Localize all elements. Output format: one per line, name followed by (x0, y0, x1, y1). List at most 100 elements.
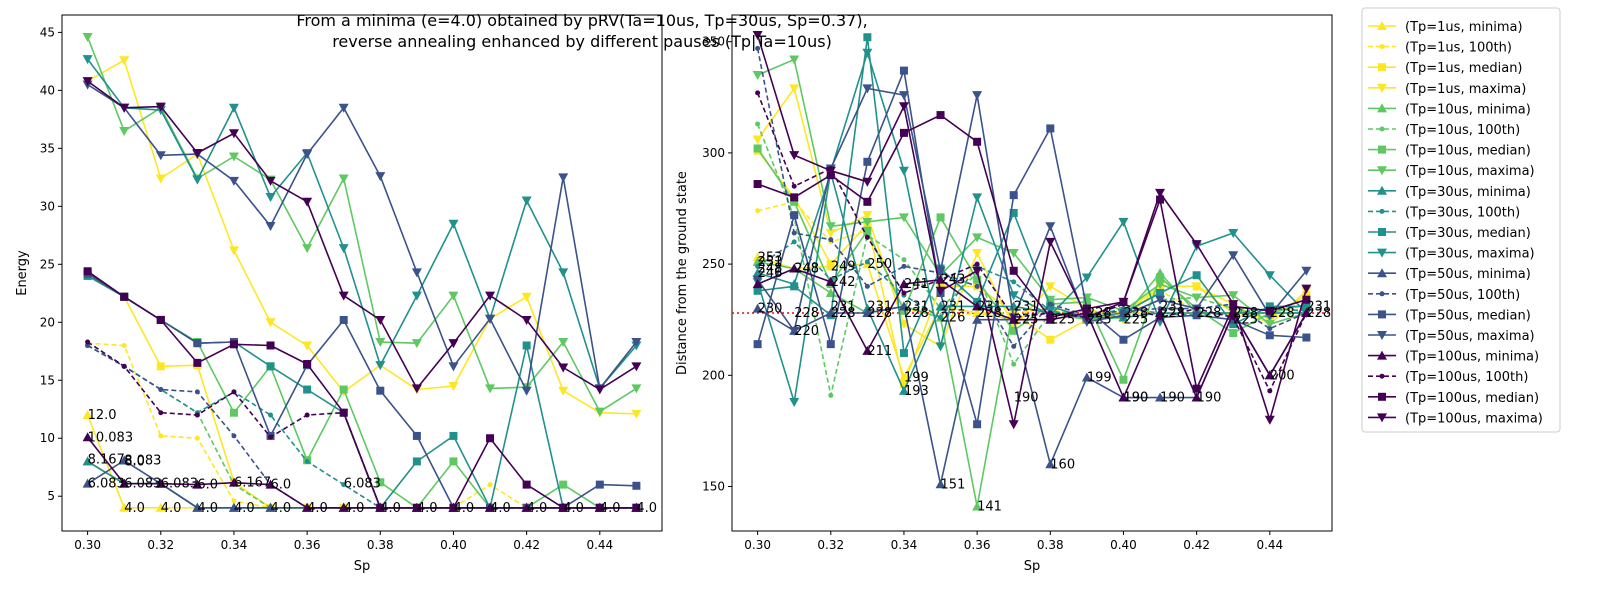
energy-x-tick-label: 0.42 (513, 538, 540, 552)
distance-series-line (756, 87, 1308, 332)
distance-annotation: 190 (1014, 391, 1039, 406)
energy-data-point (376, 503, 385, 512)
energy-data-point (411, 339, 422, 349)
legend-marker (1379, 208, 1385, 214)
energy-y-tick-label: 35 (40, 141, 55, 155)
legend-label: (Tp=50us, 100th) (1405, 288, 1520, 303)
distance-data-point (863, 197, 872, 206)
distance-data-point (1118, 392, 1129, 402)
energy-data-point (631, 362, 642, 372)
distance-annotation: 200 (1270, 368, 1295, 383)
energy-data-point (521, 196, 532, 206)
distance-data-point (935, 342, 946, 352)
energy-data-point (376, 386, 385, 395)
distance-data-point (864, 259, 870, 265)
energy-data-point (558, 173, 569, 183)
distance-data-point (901, 290, 907, 296)
distance-data-point (1264, 271, 1275, 281)
distance-data-point (1081, 372, 1092, 382)
energy-data-point (375, 172, 386, 182)
energy-data-point (268, 434, 274, 440)
energy-data-point (193, 358, 202, 367)
distance-data-point (899, 128, 908, 137)
energy-data-point (632, 503, 641, 512)
energy-data-point (338, 291, 349, 301)
distance-annotation: 225 (1233, 313, 1258, 328)
distance-data-point (1045, 459, 1056, 469)
distance-data-point (790, 211, 799, 220)
legend-label: (Tp=100us, median) (1405, 391, 1539, 406)
distance-data-point (973, 137, 982, 146)
energy-data-point (265, 318, 276, 328)
legend-entry: (Tp=100us, maxima) (1368, 411, 1543, 426)
distance-data-point (1009, 208, 1018, 217)
distance-data-point (862, 84, 873, 94)
distance-y-tick-label: 350 (702, 35, 725, 49)
distance-annotation: 246 (758, 266, 783, 281)
energy-data-point (594, 407, 605, 417)
distance-data-point (1228, 291, 1239, 301)
distance-series-line (757, 201, 1307, 319)
distance-annotation: 231 (1160, 299, 1185, 314)
distance-data-point (752, 31, 763, 41)
energy-data-point (192, 502, 203, 512)
distance-annotation: 231 (941, 299, 966, 314)
distance-data-point (1011, 279, 1017, 285)
energy-data-point (521, 315, 532, 325)
distance-data-point (1157, 314, 1163, 320)
energy-data-point (83, 267, 92, 276)
distance-annotation: 231 (831, 299, 856, 314)
distance-annotation: 160 (1050, 457, 1075, 472)
energy-series-line (87, 275, 637, 509)
energy-x-tick-label: 0.36 (294, 538, 321, 552)
distance-data-point (1045, 237, 1056, 247)
energy-data-point (82, 456, 93, 466)
distance-annotation: 243 (941, 273, 966, 288)
energy-data-point (302, 197, 313, 207)
distance-annotation: 199 (1087, 371, 1112, 386)
energy-series-tp-30us-maxima (82, 55, 642, 394)
energy-data-point (558, 386, 569, 396)
distance-data-point (1264, 320, 1275, 330)
distance-annotation: 228 (867, 306, 892, 321)
distance-annotation: 228 (977, 306, 1002, 321)
distance-data-point (752, 71, 763, 81)
energy-annotation: 10.083 (88, 430, 134, 445)
distance-annotation: 228 (794, 306, 819, 321)
energy-x-tick-label: 0.38 (367, 538, 394, 552)
energy-series-line (86, 436, 637, 509)
energy-annotation: 4.0 (197, 501, 218, 516)
distance-data-point (1301, 266, 1312, 276)
energy-data-point (194, 389, 200, 395)
energy-annotation: 4.0 (234, 501, 255, 516)
distance-data-point (862, 308, 873, 318)
distance-annotation: 231 (1014, 299, 1039, 314)
distance-x-tick-label: 0.40 (1110, 538, 1137, 552)
distance-data-point (755, 208, 761, 214)
energy-annotation: 4.0 (271, 501, 292, 516)
distance-annotation: 228 (1087, 306, 1112, 321)
distance-annotation: 228 (1160, 306, 1185, 321)
distance-series-tp-50us-maxima (752, 84, 1312, 336)
energy-data-point (522, 480, 531, 489)
distance-data-point (825, 276, 836, 286)
legend-entry: (Tp=100us, 100th) (1368, 370, 1528, 385)
distance-data-point (1045, 222, 1056, 232)
distance-data-point (1264, 370, 1275, 380)
energy-data-point (82, 432, 93, 442)
energy-data-point (339, 385, 348, 394)
energy-data-point (412, 431, 421, 440)
legend-label: (Tp=30us, 100th) (1405, 205, 1520, 220)
distance-series-line (756, 51, 1307, 403)
distance-data-point (791, 239, 797, 245)
energy-data-point (411, 291, 422, 301)
energy-series-line (87, 83, 638, 392)
distance-data-point (1302, 302, 1311, 311)
distance-data-point (862, 177, 873, 187)
distance-data-point (1191, 293, 1202, 303)
energy-data-point (448, 219, 459, 229)
legend-label: (Tp=10us, maxima) (1405, 164, 1535, 179)
energy-data-point (156, 362, 165, 371)
energy-data-point (485, 291, 496, 301)
